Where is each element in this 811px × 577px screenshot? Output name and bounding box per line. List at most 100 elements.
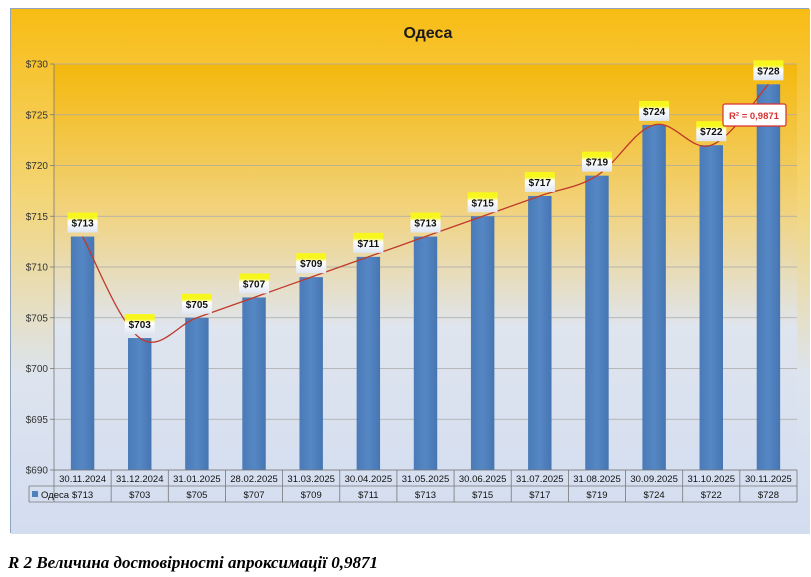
table-value: $709: [301, 490, 322, 501]
table-value: $715: [472, 490, 493, 501]
table-value: $707: [243, 490, 264, 501]
data-label-box: [181, 293, 212, 314]
data-label-box: [467, 192, 498, 213]
data-label-text: $722: [700, 127, 723, 138]
category-label: 31.01.2025: [173, 474, 221, 485]
y-tick-label: $710: [26, 263, 49, 274]
y-tick-label: $705: [26, 313, 49, 324]
chart-frame: Одеса $690 $695 $700 $705 $710 $715 $720 $725 $7…: [10, 8, 810, 534]
data-label-text: $713: [414, 219, 437, 230]
data-label-text: $709: [300, 259, 323, 270]
data-label: $707: [239, 273, 270, 294]
data-label-text: $713: [71, 219, 94, 230]
bar: [299, 277, 323, 470]
data-label-text: $717: [529, 178, 552, 189]
data-label-text: $728: [757, 66, 780, 77]
data-label-text: $719: [586, 158, 609, 169]
table-value: $724: [644, 490, 665, 501]
bar: [356, 256, 381, 470]
data-label-text: $711: [357, 239, 379, 250]
category-label: 30.09.2025: [630, 474, 678, 485]
category-label: 31.10.2025: [687, 474, 735, 485]
data-label: $713: [67, 212, 98, 233]
r-squared-label: R² = 0,9871: [722, 103, 787, 127]
figure-caption: R 2 Величина достовірності апроксимації …: [8, 553, 378, 572]
bar: [699, 145, 723, 470]
category-label: 30.11.2024: [59, 474, 106, 485]
y-tick-label: $695: [26, 415, 49, 426]
trendline: [82, 83, 769, 343]
y-tick-label: $690: [26, 466, 49, 477]
category-label: 31.05.2025: [402, 474, 450, 485]
data-label: $724: [639, 100, 670, 121]
category-label: 31.07.2025: [516, 474, 564, 485]
r-squared-text: R² = 0,9871: [729, 111, 780, 122]
bar: [585, 175, 609, 470]
table-value: $719: [586, 490, 607, 501]
data-label: $719: [581, 151, 612, 172]
y-tick-label: $720: [26, 161, 49, 172]
bar: [185, 317, 209, 470]
data-labels-layer: $713 $703 $705 $707 $709 $711 $713 $715 $717 $719…: [67, 60, 784, 335]
data-label-box: [696, 121, 727, 142]
bar: [242, 297, 266, 470]
bars-layer: [70, 84, 781, 471]
table-value: $722: [701, 490, 722, 501]
data-label: $722: [696, 121, 727, 142]
data-label-text: $724: [643, 107, 666, 118]
data-label-text: $703: [129, 320, 152, 331]
data-label: $713: [410, 212, 441, 233]
bar: [528, 195, 552, 470]
table-value: $713: [72, 490, 93, 501]
r-squared-box: [722, 103, 787, 127]
table-value: $705: [186, 490, 207, 501]
data-label-text: $715: [472, 198, 495, 209]
bar: [128, 338, 152, 470]
legend-series-name: Одеса: [41, 490, 70, 501]
data-label-text: $705: [186, 300, 209, 311]
data-label-box: [239, 273, 270, 294]
bar: [470, 216, 495, 470]
bar: [413, 236, 438, 470]
table-value: $717: [529, 490, 550, 501]
trendline-layer: [82, 83, 769, 343]
category-label: 30.11.2025: [745, 474, 792, 485]
y-axis: $690 $695 $700 $705 $710 $715 $720 $725 $730: [26, 60, 55, 477]
data-label: $715: [467, 192, 498, 213]
data-label-box: [581, 151, 612, 172]
category-label: 30.04.2025: [345, 474, 393, 485]
data-label: $705: [181, 293, 212, 314]
data-label-box: [296, 253, 327, 274]
category-label: 31.12.2024: [116, 474, 164, 485]
data-label-box: [639, 100, 670, 121]
bar: [756, 84, 781, 471]
y-tick-label: $730: [26, 60, 49, 71]
y-tick-label: $715: [26, 212, 49, 223]
data-label: $717: [524, 171, 555, 192]
bar: [70, 236, 95, 470]
data-label-box: [67, 212, 98, 233]
data-label: $711: [353, 232, 384, 253]
category-label: 31.03.2025: [287, 474, 335, 485]
data-label-box: [124, 314, 155, 335]
chart-title: Одеса: [404, 25, 453, 42]
bar: [642, 124, 666, 471]
data-label: $709: [296, 253, 327, 274]
table-value: $713: [415, 490, 436, 501]
category-label: 31.08.2025: [573, 474, 621, 485]
data-table: 30.11.2024 $713 31.12.2024 $703 31.01.2025 $7…: [28, 469, 798, 503]
data-label: $703: [124, 314, 155, 335]
y-tick-label: $725: [26, 110, 49, 121]
y-tick-label: $700: [26, 364, 49, 375]
chart-svg: Одеса $690 $695 $700 $705 $710 $715 $720 $725 $7…: [11, 9, 810, 534]
data-label-box: [353, 232, 384, 253]
data-label-text: $707: [243, 279, 266, 290]
data-label-box: [410, 212, 441, 233]
table-value: $703: [129, 490, 150, 501]
data-label-box: [524, 171, 555, 192]
table-value: $728: [758, 490, 779, 501]
table-value: $711: [358, 490, 378, 501]
legend-swatch: [32, 491, 38, 497]
category-label: 30.06.2025: [459, 474, 507, 485]
category-label: 28.02.2025: [230, 474, 278, 485]
